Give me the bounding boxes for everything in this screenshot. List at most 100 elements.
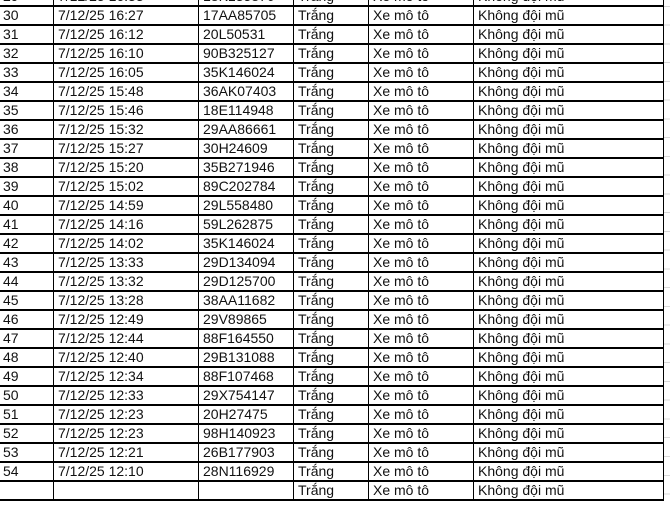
cell-datetime[interactable]: 7/12/25 15:20 (54, 159, 199, 179)
cell-vehicle-color[interactable]: Trắng (294, 444, 369, 464)
cell-violation[interactable]: Không đội mũ (474, 83, 664, 103)
cell-license-plate[interactable]: 29D125700 (199, 273, 294, 293)
cell-datetime[interactable]: 7/12/25 16:33 (54, 0, 199, 8)
cell-vehicle-color[interactable]: Trắng (294, 425, 369, 445)
cell-license-plate[interactable]: 28N116929 (199, 463, 294, 483)
cell-row-index[interactable]: 51 (0, 406, 54, 426)
cell-violation[interactable]: Không đội mũ (474, 273, 664, 293)
cell-license-plate[interactable]: 36AK07403 (199, 83, 294, 103)
cell-violation[interactable]: Không đội mũ (474, 444, 664, 464)
cell-vehicle-color[interactable]: Trắng (294, 330, 369, 350)
cell-datetime[interactable]: 7/12/25 14:16 (54, 216, 199, 236)
cell-row-index[interactable]: 46 (0, 311, 54, 331)
cell-violation[interactable]: Không đội mũ (474, 387, 664, 407)
cell-vehicle-type[interactable]: Xe mô tô (369, 102, 474, 122)
cell-license-plate[interactable]: 90B325127 (199, 45, 294, 65)
cell-violation[interactable]: Không đội mũ (474, 0, 664, 8)
cell-row-index[interactable]: 38 (0, 159, 54, 179)
cell-vehicle-color[interactable]: Trắng (294, 292, 369, 312)
cell-datetime[interactable]: 7/12/25 12:33 (54, 387, 199, 407)
cell-datetime[interactable]: 7/12/25 12:10 (54, 463, 199, 483)
cell-violation[interactable]: Không đội mũ (474, 159, 664, 179)
cell-vehicle-color[interactable]: Trắng (294, 102, 369, 122)
cell-vehicle-type[interactable]: Xe mô tô (369, 406, 474, 426)
cell-datetime[interactable]: 7/12/25 12:40 (54, 349, 199, 369)
cell-row-index[interactable]: 36 (0, 121, 54, 141)
cell-vehicle-color[interactable]: Trắng (294, 216, 369, 236)
cell-vehicle-color[interactable]: Trắng (294, 64, 369, 84)
cell-datetime[interactable]: 7/12/25 14:02 (54, 235, 199, 255)
cell-license-plate[interactable]: 29B131088 (199, 349, 294, 369)
cell-datetime[interactable]: 7/12/25 15:46 (54, 102, 199, 122)
cell-row-index[interactable]: 47 (0, 330, 54, 350)
cell-vehicle-type[interactable]: Xe mô tô (369, 159, 474, 179)
cell-datetime[interactable] (54, 482, 199, 502)
cell-row-index[interactable]: 44 (0, 273, 54, 293)
cell-datetime[interactable]: 7/12/25 15:48 (54, 83, 199, 103)
cell-license-plate[interactable]: 89C202784 (199, 178, 294, 198)
cell-vehicle-type[interactable]: Xe mô tô (369, 7, 474, 27)
cell-vehicle-color[interactable]: Trắng (294, 463, 369, 483)
cell-row-index[interactable]: 32 (0, 45, 54, 65)
cell-vehicle-type[interactable]: Xe mô tô (369, 83, 474, 103)
cell-vehicle-type[interactable]: Xe mô tô (369, 311, 474, 331)
cell-vehicle-type[interactable]: Xe mô tô (369, 26, 474, 46)
cell-vehicle-color[interactable]: Trắng (294, 121, 369, 141)
cell-violation[interactable]: Không đội mũ (474, 349, 664, 369)
cell-row-index[interactable]: 53 (0, 444, 54, 464)
cell-vehicle-color[interactable]: Trắng (294, 140, 369, 160)
cell-vehicle-type[interactable]: Xe mô tô (369, 463, 474, 483)
cell-datetime[interactable]: 7/12/25 16:10 (54, 45, 199, 65)
cell-vehicle-color[interactable]: Trắng (294, 7, 369, 27)
cell-row-index[interactable]: 54 (0, 463, 54, 483)
cell-vehicle-color[interactable]: Trắng (294, 197, 369, 217)
cell-violation[interactable]: Không đội mũ (474, 102, 664, 122)
cell-license-plate[interactable]: 88F107468 (199, 368, 294, 388)
cell-row-index[interactable]: 30 (0, 7, 54, 27)
cell-vehicle-type[interactable]: Xe mô tô (369, 254, 474, 274)
cell-violation[interactable]: Không đội mũ (474, 311, 664, 331)
cell-violation[interactable]: Không đội mũ (474, 64, 664, 84)
cell-vehicle-type[interactable]: Xe mô tô (369, 368, 474, 388)
cell-license-plate[interactable]: 20L50531 (199, 26, 294, 46)
cell-vehicle-type[interactable]: Xe mô tô (369, 197, 474, 217)
cell-datetime[interactable]: 7/12/25 16:27 (54, 7, 199, 27)
cell-datetime[interactable]: 7/12/25 13:28 (54, 292, 199, 312)
cell-vehicle-type[interactable]: Xe mô tô (369, 425, 474, 445)
cell-license-plate[interactable]: 18E114948 (199, 102, 294, 122)
cell-license-plate[interactable]: 18K135870 (199, 0, 294, 8)
cell-violation[interactable]: Không đội mũ (474, 121, 664, 141)
cell-violation[interactable]: Không đội mũ (474, 26, 664, 46)
cell-vehicle-type[interactable]: Xe mô tô (369, 0, 474, 8)
cell-vehicle-type[interactable]: Xe mô tô (369, 235, 474, 255)
cell-vehicle-color[interactable]: Trắng (294, 406, 369, 426)
cell-row-index[interactable]: 39 (0, 178, 54, 198)
cell-row-index[interactable]: 31 (0, 26, 54, 46)
cell-violation[interactable]: Không đội mũ (474, 197, 664, 217)
cell-vehicle-color[interactable]: Trắng (294, 83, 369, 103)
cell-datetime[interactable]: 7/12/25 16:12 (54, 26, 199, 46)
cell-license-plate[interactable]: 38AA11682 (199, 292, 294, 312)
cell-vehicle-type[interactable]: Xe mô tô (369, 387, 474, 407)
cell-datetime[interactable]: 7/12/25 12:23 (54, 406, 199, 426)
cell-datetime[interactable]: 7/12/25 15:02 (54, 178, 199, 198)
cell-row-index[interactable]: 34 (0, 83, 54, 103)
cell-vehicle-color[interactable]: Trắng (294, 311, 369, 331)
cell-license-plate[interactable]: 26B177903 (199, 444, 294, 464)
cell-vehicle-type[interactable]: Xe mô tô (369, 273, 474, 293)
cell-row-index[interactable] (0, 482, 54, 502)
cell-vehicle-color[interactable]: Trắng (294, 368, 369, 388)
cell-violation[interactable]: Không đội mũ (474, 216, 664, 236)
cell-row-index[interactable]: 33 (0, 64, 54, 84)
cell-datetime[interactable]: 7/12/25 16:05 (54, 64, 199, 84)
cell-vehicle-color[interactable]: Trắng (294, 387, 369, 407)
cell-datetime[interactable]: 7/12/25 15:32 (54, 121, 199, 141)
cell-vehicle-type[interactable]: Xe mô tô (369, 349, 474, 369)
cell-license-plate[interactable]: 29X754147 (199, 387, 294, 407)
cell-row-index[interactable]: 37 (0, 140, 54, 160)
cell-vehicle-type[interactable]: Xe mô tô (369, 45, 474, 65)
cell-datetime[interactable]: 7/12/25 12:23 (54, 425, 199, 445)
cell-license-plate[interactable]: 29V89865 (199, 311, 294, 331)
cell-violation[interactable]: Không đội mũ (474, 292, 664, 312)
cell-vehicle-color[interactable]: Trắng (294, 273, 369, 293)
